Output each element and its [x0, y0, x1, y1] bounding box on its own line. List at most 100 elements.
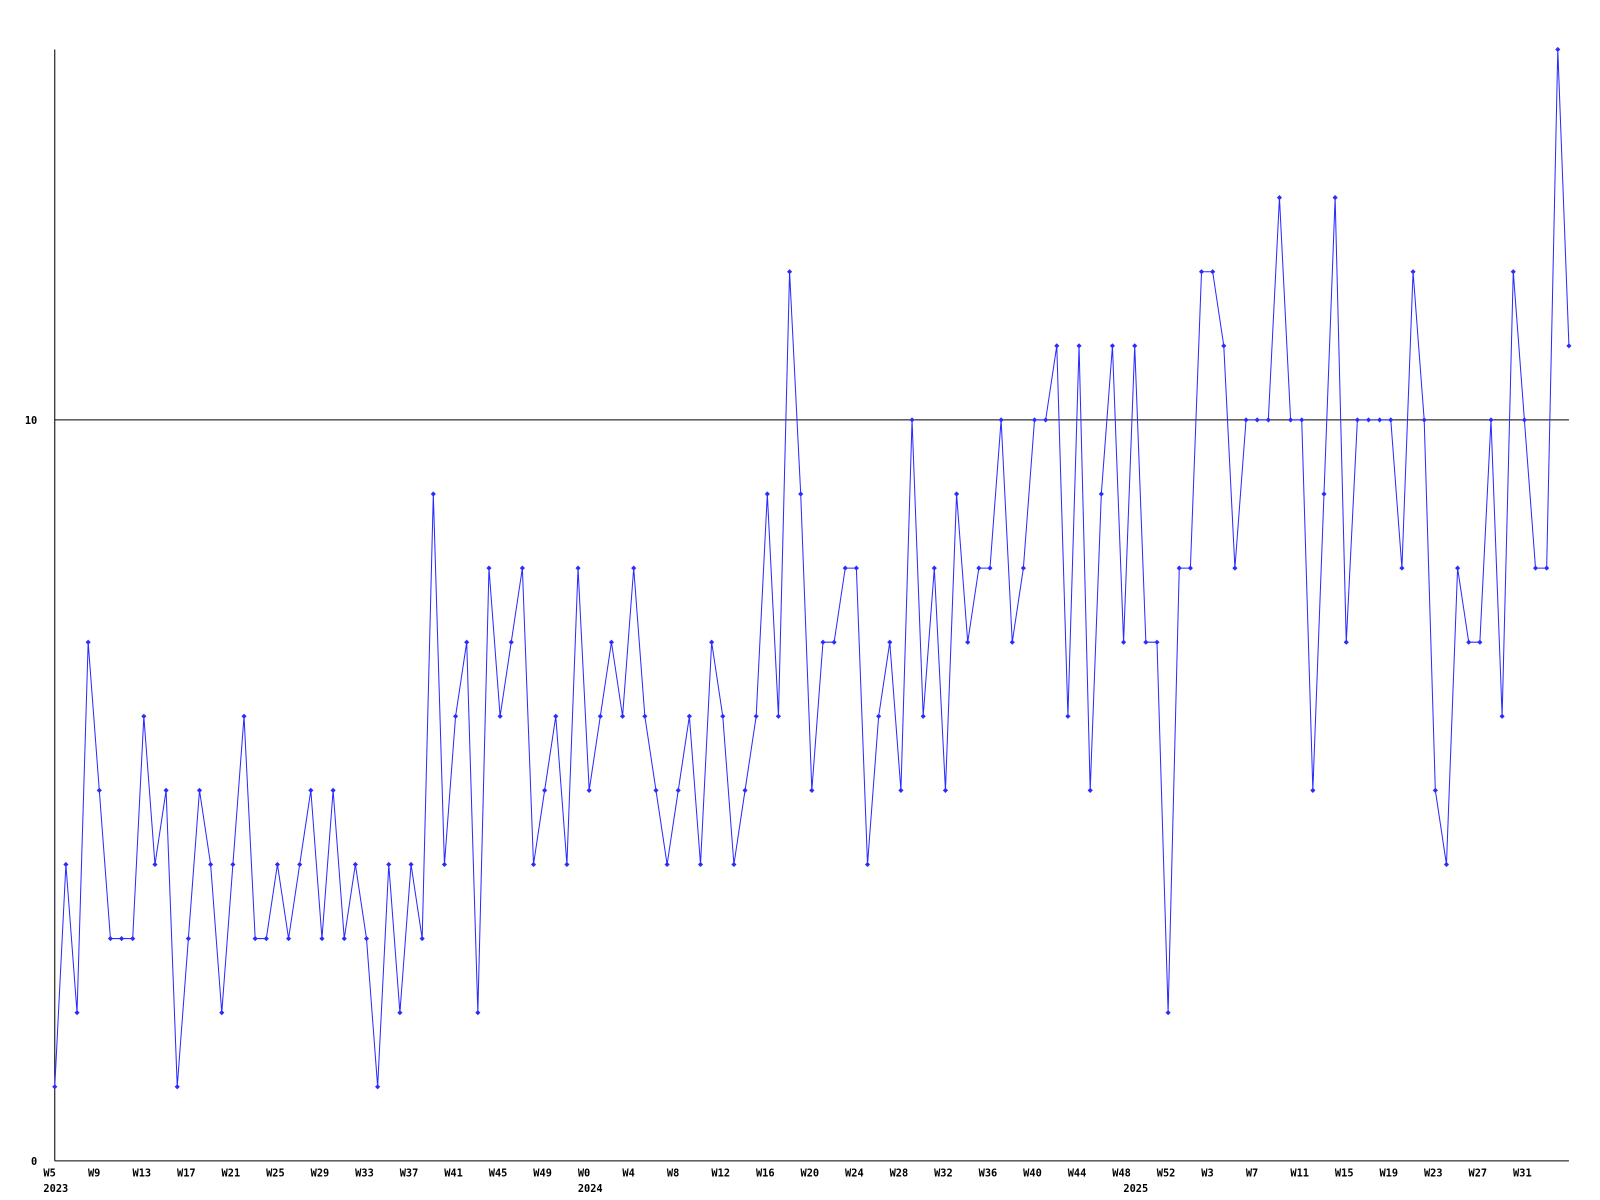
data-point — [954, 491, 960, 497]
data-point — [85, 639, 91, 645]
data-point — [787, 269, 793, 275]
data-point — [1143, 639, 1149, 645]
data-point — [1544, 565, 1550, 571]
x-tick-label: W29 — [311, 1167, 330, 1179]
data-point — [519, 565, 525, 571]
data-point — [1310, 787, 1316, 793]
x-tick-label: W41 — [444, 1167, 463, 1179]
data-point — [853, 565, 859, 571]
data-point — [452, 713, 459, 719]
x-year-label: 2024 — [578, 1183, 603, 1195]
data-point — [319, 936, 325, 942]
x-tick-label: W17 — [177, 1167, 196, 1179]
data-point — [1377, 417, 1383, 423]
data-point — [1154, 639, 1160, 645]
data-point — [809, 787, 815, 793]
data-point — [341, 936, 347, 942]
data-point — [185, 936, 191, 942]
data-point — [575, 565, 581, 571]
x-tick-label: W32 — [934, 1167, 953, 1179]
data-point — [1210, 269, 1216, 275]
data-point — [1399, 565, 1405, 571]
data-point — [1265, 417, 1271, 423]
x-tick-label: W7 — [1246, 1167, 1258, 1179]
data-point — [285, 936, 292, 942]
data-point — [976, 565, 982, 571]
x-tick-label: W44 — [1068, 1167, 1087, 1179]
x-tick-label: W24 — [845, 1167, 864, 1179]
data-point — [408, 861, 414, 868]
data-point — [1499, 713, 1505, 719]
data-point — [152, 861, 158, 868]
x-tick-label: W36 — [979, 1167, 998, 1179]
x-tick-label: W37 — [400, 1167, 419, 1179]
data-point — [564, 861, 570, 868]
data-point — [1031, 417, 1038, 423]
x-tick-label: W3 — [1201, 1167, 1213, 1179]
data-point — [620, 713, 626, 719]
x-tick-label: W49 — [533, 1167, 552, 1179]
data-point — [987, 565, 993, 571]
data-point — [1455, 565, 1461, 571]
data-point — [130, 936, 136, 942]
data-point — [1009, 639, 1015, 645]
data-point — [397, 1010, 403, 1016]
data-point — [731, 861, 737, 868]
x-tick-label: W11 — [1290, 1167, 1309, 1179]
data-point — [441, 861, 448, 868]
x-tick-label: W28 — [890, 1167, 909, 1179]
data-point — [1076, 343, 1082, 349]
data-point — [508, 639, 514, 645]
data-point — [631, 565, 637, 571]
data-point — [1087, 787, 1093, 793]
data-point — [1432, 787, 1438, 793]
data-point — [876, 713, 882, 719]
data-point — [1566, 343, 1572, 349]
data-point — [1421, 417, 1427, 423]
data-point — [931, 565, 937, 571]
data-point — [141, 713, 147, 719]
data-point — [274, 861, 281, 868]
data-point — [686, 713, 692, 719]
x-tick-label: W45 — [489, 1167, 508, 1179]
data-point — [263, 936, 269, 942]
data-point — [497, 713, 503, 719]
data-point — [608, 639, 615, 645]
data-point — [363, 936, 370, 942]
x-tick-label: W31 — [1513, 1167, 1532, 1179]
data-point — [1521, 417, 1527, 423]
data-point — [1020, 565, 1026, 571]
y-tick-label: 10 — [25, 415, 37, 427]
data-point — [965, 639, 971, 645]
data-line — [54, 49, 1570, 1087]
data-point — [174, 1084, 180, 1090]
data-point — [1243, 417, 1249, 423]
data-point — [920, 713, 926, 719]
data-point — [1443, 861, 1450, 868]
x-tick-label: W5 — [43, 1167, 55, 1179]
x-tick-label: W48 — [1112, 1167, 1131, 1179]
data-point — [297, 861, 303, 868]
x-year-label: 2023 — [43, 1183, 68, 1195]
data-point — [542, 787, 548, 793]
data-point — [998, 417, 1004, 423]
data-point — [1388, 417, 1394, 423]
x-tick-label: W33 — [355, 1167, 374, 1179]
data-point — [742, 787, 748, 793]
data-point — [675, 787, 681, 793]
data-point — [208, 861, 214, 868]
data-point — [864, 861, 871, 868]
x-tick-label: W27 — [1469, 1167, 1488, 1179]
x-tick-label: W40 — [1023, 1167, 1042, 1179]
data-point — [1109, 343, 1116, 349]
data-point — [63, 861, 69, 868]
data-point — [308, 787, 314, 793]
data-point — [252, 936, 258, 942]
data-point — [1532, 565, 1539, 571]
data-point — [1121, 639, 1127, 645]
data-point — [820, 639, 826, 645]
data-point — [1232, 565, 1238, 571]
data-point — [775, 713, 782, 719]
